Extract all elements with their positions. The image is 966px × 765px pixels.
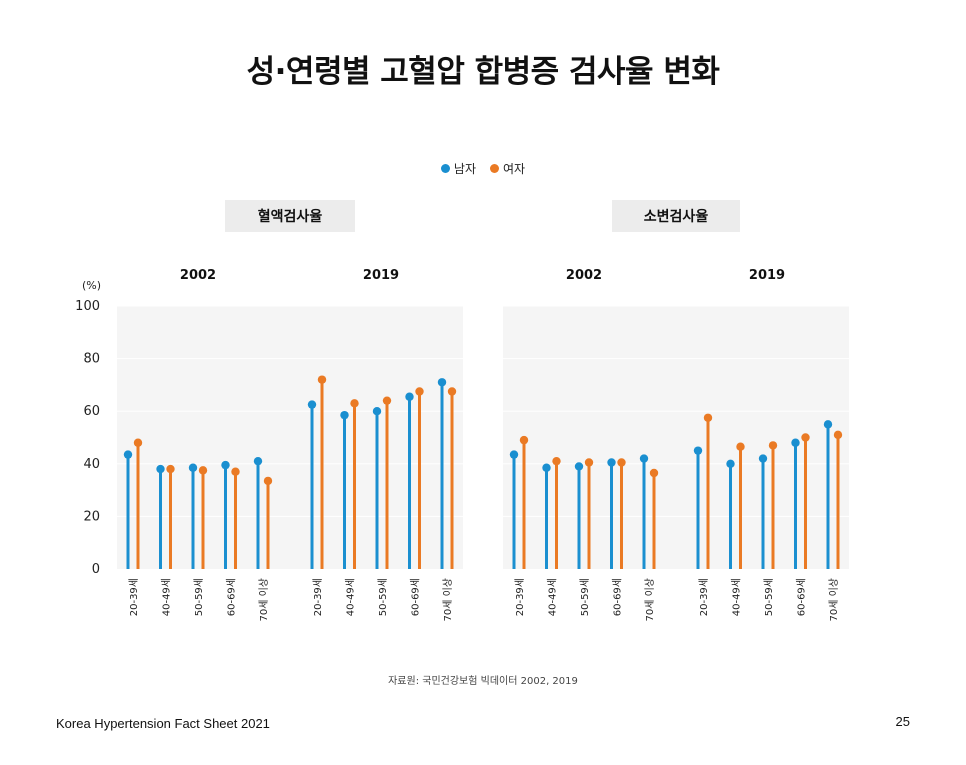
point-1-0-1-0 <box>542 463 551 472</box>
year-label-blood-2002: 2002 <box>179 268 217 283</box>
x-tick-label-0-1-1: 40-49세 <box>345 578 357 616</box>
point-1-0-3-0 <box>607 458 616 467</box>
x-tick-label-1-0-2: 50-59세 <box>579 578 591 616</box>
plot-area-1 <box>503 306 849 569</box>
point-1-0-4-0 <box>639 454 649 463</box>
point-1-1-4-0 <box>823 420 833 429</box>
x-tick-label-1-0-4: 70세 이상 <box>644 578 656 622</box>
point-0-1-4-0 <box>437 378 447 387</box>
x-tick-label-0-1-0: 20-39세 <box>312 578 324 616</box>
x-tick-label-1-0-1: 40-49세 <box>547 578 559 616</box>
y-tick-label-4: 80 <box>83 352 100 367</box>
point-0-1-3-0 <box>405 392 414 401</box>
year-label-urine-2019: 2019 <box>748 268 786 283</box>
point-0-0-2-1 <box>198 466 208 475</box>
legend-item-male: 남자 <box>440 160 476 177</box>
point-0-1-1-1 <box>350 399 359 408</box>
point-0-0-1-0 <box>156 464 165 474</box>
legend-item-female: 여자 <box>490 160 525 177</box>
point-1-1-1-1 <box>736 442 745 451</box>
source-note: 자료원: 국민건강보험 빅데이터 2002, 2019 <box>388 676 578 687</box>
x-tick-label-1-1-3: 60-69세 <box>796 578 808 616</box>
point-1-1-2-1 <box>768 441 778 450</box>
point-0-0-0-0 <box>123 450 133 459</box>
x-tick-label-0-0-1: 40-49세 <box>161 578 173 616</box>
point-0-0-4-0 <box>253 456 263 466</box>
point-0-0-0-1 <box>133 438 143 447</box>
x-tick-label-0-0-2: 50-59세 <box>193 578 205 616</box>
point-0-0-3-0 <box>221 460 230 470</box>
page-title: 성·연령별 고혈압 합병증 검사율 변화 <box>246 54 720 90</box>
point-1-0-2-1 <box>584 458 594 467</box>
point-1-0-1-1 <box>552 456 561 466</box>
y-tick-label-2: 40 <box>83 457 100 472</box>
panel-title-urine: 소변검사율 <box>612 200 740 232</box>
point-0-0-1-1 <box>166 464 175 474</box>
x-tick-label-0-0-4: 70세 이상 <box>258 578 270 622</box>
point-1-1-0-1 <box>703 413 713 422</box>
page-number: 25 <box>895 714 910 729</box>
point-0-1-2-1 <box>382 396 392 405</box>
point-0-1-0-0 <box>307 400 317 409</box>
point-1-1-2-0 <box>758 454 768 463</box>
legend-dot-male <box>440 164 450 173</box>
point-1-0-3-1 <box>617 458 626 467</box>
plot-area-0 <box>117 306 463 569</box>
point-1-1-0-0 <box>693 446 703 455</box>
x-tick-label-1-0-0: 20-39세 <box>514 578 526 616</box>
point-0-1-4-1 <box>447 387 457 396</box>
point-1-1-4-1 <box>833 430 843 440</box>
legend-dot-female <box>490 164 499 173</box>
legend-label-female: 여자 <box>503 162 526 176</box>
y-tick-label-1: 20 <box>83 509 100 524</box>
chart-legend: 남자 여자 <box>0 160 966 177</box>
point-1-0-4-1 <box>649 468 659 478</box>
legend-label-male: 남자 <box>453 162 476 176</box>
x-tick-label-1-0-3: 60-69세 <box>612 578 624 616</box>
point-0-1-1-0 <box>340 410 349 420</box>
point-1-1-3-0 <box>791 438 800 447</box>
point-0-0-3-1 <box>231 467 240 476</box>
y-axis-unit: (%) <box>82 279 102 292</box>
year-label-urine-2002: 2002 <box>565 268 603 283</box>
point-1-1-1-0 <box>726 459 735 468</box>
point-0-1-2-0 <box>372 407 382 416</box>
y-tick-label-0: 0 <box>92 562 100 577</box>
x-tick-label-0-0-3: 60-69세 <box>226 578 238 616</box>
point-1-0-0-0 <box>509 450 519 459</box>
point-1-0-0-1 <box>519 435 529 445</box>
x-tick-label-0-1-3: 60-69세 <box>410 578 422 616</box>
x-tick-label-1-1-1: 40-49세 <box>731 578 743 616</box>
point-1-0-2-0 <box>574 462 584 471</box>
y-tick-label-5: 100 <box>75 299 100 314</box>
panel-title-blood: 혈액검사율 <box>225 200 355 232</box>
point-0-0-2-0 <box>188 463 198 472</box>
year-label-blood-2019: 2019 <box>362 268 400 283</box>
footer-text: Korea Hypertension Fact Sheet 2021 <box>56 716 270 731</box>
point-0-0-4-1 <box>263 476 273 486</box>
x-tick-label-0-1-2: 50-59세 <box>377 578 389 616</box>
point-0-1-0-1 <box>317 375 327 384</box>
x-tick-label-0-1-4: 70세 이상 <box>442 578 454 622</box>
y-tick-label-3: 60 <box>83 404 100 419</box>
x-tick-label-1-1-4: 70세 이상 <box>828 578 840 622</box>
x-tick-label-1-1-0: 20-39세 <box>698 578 710 616</box>
x-tick-label-1-1-2: 50-59세 <box>763 578 775 616</box>
point-0-1-3-1 <box>415 387 424 396</box>
point-1-1-3-1 <box>801 433 810 442</box>
x-tick-label-0-0-0: 20-39세 <box>128 578 140 616</box>
